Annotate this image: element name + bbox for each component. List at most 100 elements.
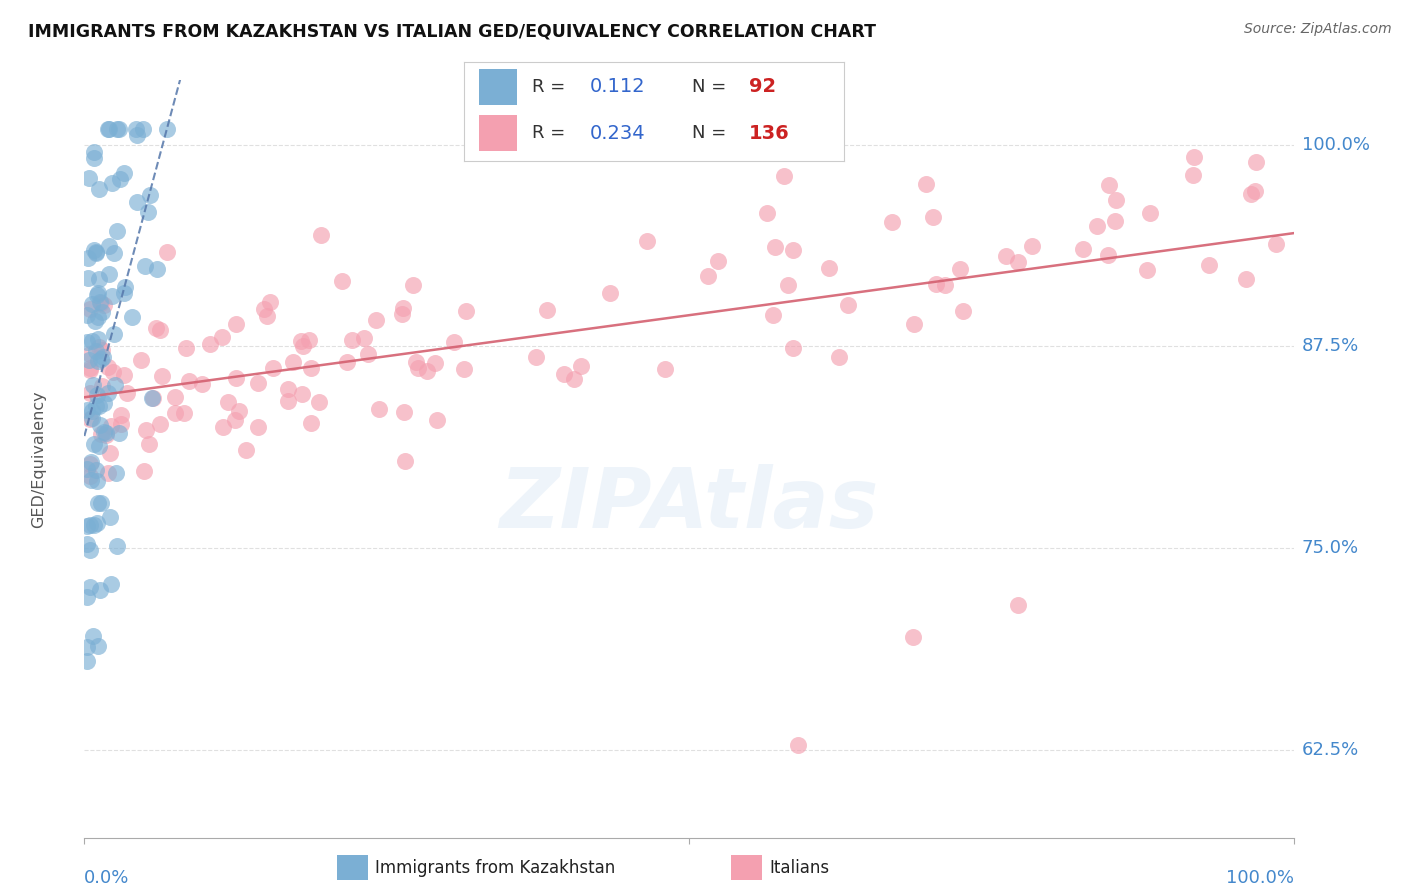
Point [636,234,658,248]
Point [93,298,115,312]
Point [755,206,778,220]
Text: Italians: Italians [769,859,830,877]
Point [84,399,107,413]
Point [97,121,120,136]
Point [564,372,586,386]
Point [1021,239,1043,253]
Point [179,374,201,388]
Point [103,326,125,341]
Point [1105,193,1128,207]
Point [101,176,124,190]
Point [91,350,114,364]
Point [98,446,121,460]
Point [253,301,276,316]
Point [89,582,111,597]
Point [277,394,299,409]
Point [402,277,425,292]
Point [1007,598,1029,612]
Point [406,360,429,375]
Point [762,308,785,322]
Point [134,464,156,478]
Point [778,278,800,293]
Point [138,188,160,202]
Point [536,303,558,318]
Point [125,195,148,210]
Point [880,215,903,229]
Point [146,261,169,276]
Point [1104,214,1126,228]
Point [443,334,465,349]
Point [105,539,128,553]
Point [89,182,111,196]
Point [247,420,270,434]
Point [87,439,110,453]
Point [108,425,131,440]
Point [654,362,676,376]
Point [84,463,107,477]
Point [149,417,172,431]
Point [156,121,179,136]
Point [217,395,239,409]
Point [84,245,107,260]
Point [79,346,101,360]
Point [90,496,112,510]
Text: N =: N = [692,124,731,142]
Point [93,395,115,409]
Point [103,246,125,260]
Point [79,468,101,483]
Point [277,383,299,397]
Point [138,436,160,450]
Point [90,296,112,310]
Point [86,516,108,530]
Point [87,286,110,301]
Point [353,330,375,344]
Point [782,244,804,258]
Point [256,309,278,323]
Point [1244,155,1267,169]
Point [117,386,139,401]
Point [79,171,101,186]
Point [89,340,111,354]
Point [136,205,159,219]
Point [87,332,110,346]
Text: N =: N = [692,78,731,96]
Text: 0.112: 0.112 [589,78,645,96]
Point [235,442,257,457]
Point [952,303,974,318]
Point [198,337,221,351]
Point [80,455,103,469]
Point [114,280,136,294]
Point [141,391,163,405]
Point [114,286,136,301]
Point [1198,258,1220,272]
Point [1136,263,1159,277]
Point [79,580,101,594]
Text: R =: R = [533,78,571,96]
Point [394,454,416,468]
Point [553,367,575,381]
Point [309,228,332,243]
Point [86,344,108,359]
Point [79,457,101,471]
Text: 100.0%: 100.0% [1226,869,1294,887]
Point [426,413,449,427]
Point [110,417,132,431]
Point [76,537,98,551]
Point [83,145,105,159]
Point [163,390,186,404]
Point [1234,272,1257,286]
Point [101,365,124,379]
Point [773,169,796,184]
Text: Source: ZipAtlas.com: Source: ZipAtlas.com [1244,22,1392,37]
Point [145,321,167,335]
Point [77,251,100,265]
Point [828,350,851,364]
Point [97,359,120,374]
Point [599,286,621,301]
Point [76,335,98,350]
Bar [479,70,517,104]
Point [110,408,132,422]
Point [108,171,131,186]
Point [79,412,101,426]
Point [79,517,101,532]
